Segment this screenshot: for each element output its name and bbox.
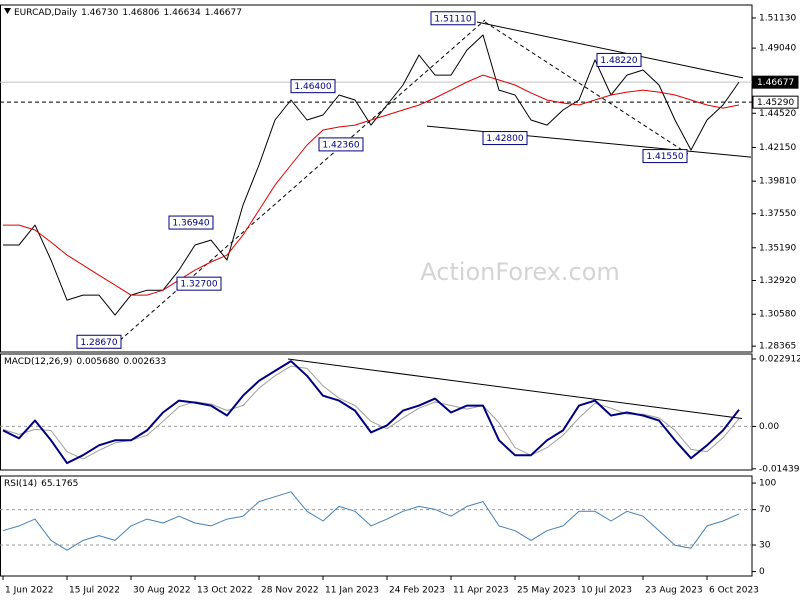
panel-frame (0, 4, 753, 353)
header-value: 1.46677 (205, 8, 242, 18)
y-tick-label: 1.37550 (759, 209, 796, 219)
annotation-box (176, 276, 222, 291)
series-line (3, 34, 740, 316)
header-value: 1.46634 (164, 8, 201, 18)
annotation-box (168, 215, 214, 230)
annotation-label: 1.32700 (180, 280, 217, 290)
series-line (2, 360, 740, 465)
price-tag (752, 95, 799, 109)
panel-title: EURCAD,Daily (14, 8, 78, 18)
header-value: 65.1765 (41, 479, 78, 489)
annotation-box (430, 11, 476, 26)
annotation-label: 1.42360 (322, 140, 359, 150)
annotation-label: 1.28670 (80, 338, 117, 348)
annotation-box (76, 334, 122, 349)
series-line (3, 74, 740, 296)
header-value: 0.005680 (76, 357, 119, 367)
annotation-label: 1.51110 (434, 14, 471, 24)
header-value: 0.002633 (123, 357, 166, 367)
trend-line (484, 21, 691, 156)
y-tick-label: 1.35190 (759, 243, 796, 253)
x-tick-label: 24 Feb 2023 (389, 586, 445, 596)
y-tick-label: 1.44520 (759, 109, 796, 119)
annotation-box (596, 52, 642, 67)
x-tick-label: 23 Aug 2023 (645, 586, 703, 596)
panel-header: MACD(12,26,9) 0.005680 0.002633 (4, 357, 166, 367)
panel-header: RSI(14) 65.1765 (4, 479, 78, 489)
x-tick-label: 11 Jan 2023 (325, 586, 379, 596)
y-tick-label: 1.51130 (759, 13, 796, 23)
x-tick-label: 28 Nov 2022 (261, 586, 319, 596)
y-tick-label: 0.00 (759, 422, 779, 432)
x-tick-label: 10 Jul 2023 (581, 586, 632, 596)
y-tick-label: 1.42150 (759, 143, 796, 153)
y-tick-label: 100 (759, 479, 776, 489)
panel-frame (0, 353, 753, 471)
trend-line (476, 21, 744, 79)
header-value: 1.46730 (81, 8, 118, 18)
x-tick-label: 30 Aug 2022 (133, 586, 191, 596)
y-tick-label: 0 (759, 567, 765, 577)
header-icon (4, 8, 11, 14)
annotation-label: 1.42800 (486, 134, 523, 144)
x-tick-label: 13 Oct 2022 (197, 586, 253, 596)
x-tick-label: 11 Apr 2023 (453, 586, 509, 596)
price-tag-label: 1.46677 (757, 78, 794, 88)
x-tick-label: 15 Jul 2022 (69, 586, 120, 596)
annotation-label: 1.41550 (646, 152, 683, 162)
y-tick-label: 0.022912 (759, 354, 800, 364)
panel-frame (0, 475, 753, 577)
trend-line (287, 358, 743, 419)
panel-title: RSI(14) (4, 479, 37, 489)
price-tag-label: 1.45290 (757, 98, 794, 108)
price-tag (752, 75, 799, 89)
y-tick-label: 1.39810 (759, 177, 796, 187)
annotation-box (318, 137, 364, 152)
annotation-label: 1.46400 (294, 82, 331, 92)
y-tick-label: 1.30580 (759, 310, 796, 320)
y-tick-label: 1.49040 (759, 44, 796, 54)
y-tick-label: 30 (759, 541, 771, 551)
annotation-label: 1.48220 (600, 56, 637, 66)
y-tick-label: 70 (759, 505, 771, 515)
annotation-box (290, 79, 336, 94)
annotation-box (642, 149, 688, 164)
x-tick-label: 25 May 2023 (517, 586, 576, 596)
annotation-box (482, 131, 528, 146)
y-tick-label: 1.28365 (759, 342, 796, 352)
annotation-label: 1.36940 (172, 219, 209, 229)
panel-title: MACD(12,26,9) (4, 357, 72, 367)
series-line (2, 491, 740, 551)
trend-line (426, 125, 752, 158)
x-tick-label: 1 Jun 2022 (5, 586, 53, 596)
x-tick-label: 6 Oct 2023 (709, 586, 759, 596)
y-tick-label: -0.014394 (759, 464, 800, 474)
y-tick-label: 1.32920 (759, 276, 796, 286)
watermark: ActionForex.com (420, 258, 620, 286)
header-value: 1.46806 (122, 8, 159, 18)
panel-header: EURCAD,Daily 1.46730 1.46806 1.46634 1.46677 (14, 8, 242, 18)
